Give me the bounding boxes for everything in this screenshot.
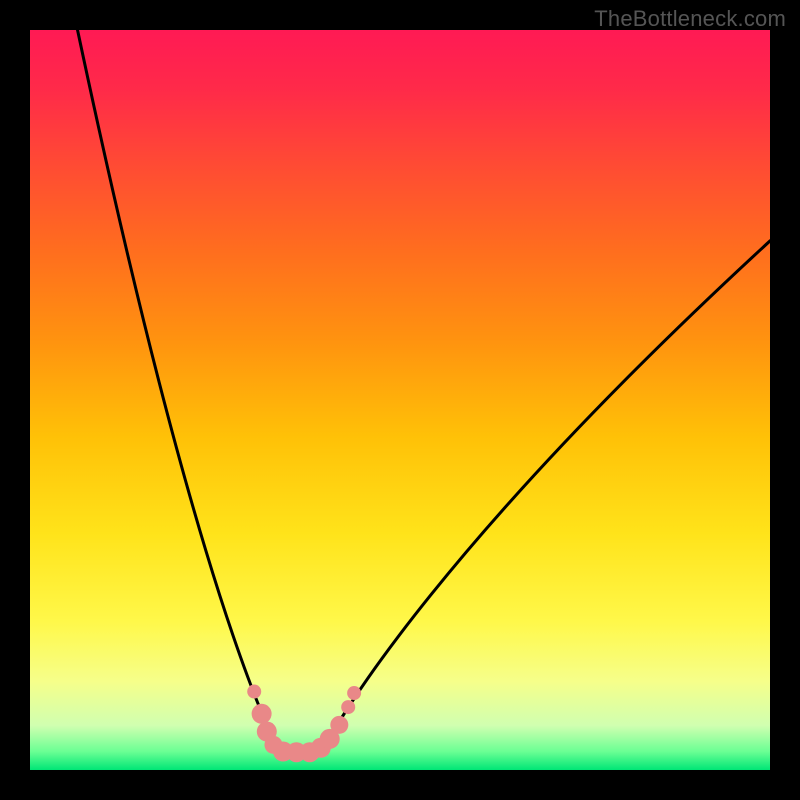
data-marker [341, 700, 355, 714]
data-marker [252, 704, 272, 724]
chart-container: { "watermark": { "text": "TheBottleneck.… [0, 0, 800, 800]
gradient-plot-area [30, 30, 770, 770]
bottleneck-chart [0, 0, 800, 800]
data-marker [347, 686, 361, 700]
data-marker [247, 685, 261, 699]
data-marker [330, 716, 348, 734]
watermark-text: TheBottleneck.com [594, 6, 786, 32]
